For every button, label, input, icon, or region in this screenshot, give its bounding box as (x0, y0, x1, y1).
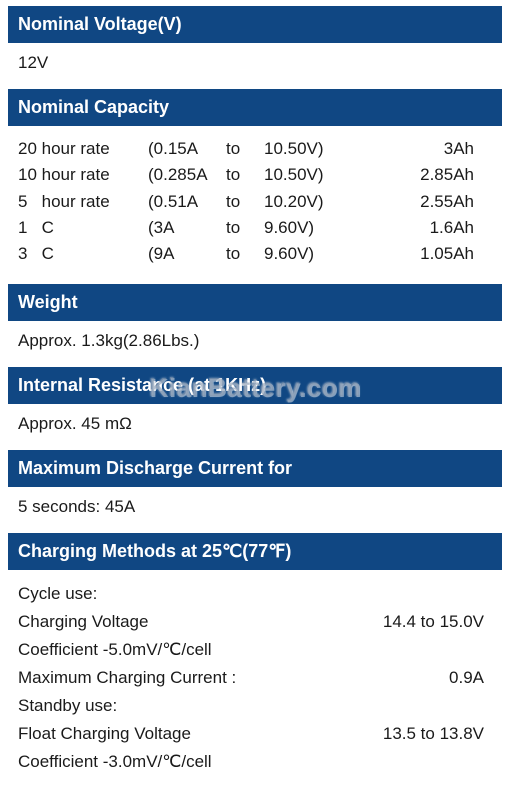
capacity-row: 10 hour rate(0.285Ato10.50V)2.85Ah (18, 162, 492, 188)
standby-value: 13.5 to 13.8V (383, 720, 492, 748)
nominal-voltage-header: Nominal Voltage(V) (8, 6, 502, 43)
capacity-to: to (226, 162, 264, 188)
capacity-current: (0.51A (148, 189, 226, 215)
capacity-rate: 20 hour rate (18, 136, 148, 162)
capacity-to: to (226, 215, 264, 241)
capacity-value: 2.55Ah (354, 189, 492, 215)
standby-label: Coefficient -3.0mV/℃/cell (18, 748, 484, 776)
capacity-voltage: 9.60V) (264, 241, 354, 267)
capacity-row: 20 hour rate(0.15Ato10.50V)3Ah (18, 136, 492, 162)
standby-row: Float Charging Voltage13.5 to 13.8V (18, 720, 492, 748)
cycle-value (484, 636, 492, 664)
capacity-row: 1 C(3Ato9.60V)1.6Ah (18, 215, 492, 241)
max-discharge-value: 5 seconds: 45A (8, 487, 502, 523)
capacity-current: (0.15A (148, 136, 226, 162)
weight-header: Weight (8, 284, 502, 321)
capacity-voltage: 10.50V) (264, 162, 354, 188)
charging-methods-body: Cycle use: Charging Voltage14.4 to 15.0V… (8, 570, 502, 782)
standby-use-label: Standby use: (18, 692, 492, 720)
cycle-use-label: Cycle use: (18, 580, 492, 608)
cycle-row: Maximum Charging Current :0.9A (18, 664, 492, 692)
standby-value (484, 748, 492, 776)
cycle-row: Charging Voltage14.4 to 15.0V (18, 608, 492, 636)
capacity-row: 5 hour rate(0.51Ato10.20V)2.55Ah (18, 189, 492, 215)
internal-resistance-header: Internal Resistance (at 1KHz) (8, 367, 502, 404)
max-discharge-header: Maximum Discharge Current for (8, 450, 502, 487)
standby-row: Coefficient -3.0mV/℃/cell (18, 748, 492, 776)
nominal-capacity-body: 20 hour rate(0.15Ato10.50V)3Ah10 hour ra… (8, 126, 502, 274)
spec-sheet: Nominal Voltage(V) 12V Nominal Capacity … (0, 0, 510, 794)
weight-value: Approx. 1.3kg(2.86Lbs.) (8, 321, 502, 357)
capacity-current: (3A (148, 215, 226, 241)
capacity-voltage: 10.20V) (264, 189, 354, 215)
capacity-to: to (226, 189, 264, 215)
capacity-current: (9A (148, 241, 226, 267)
nominal-voltage-value: 12V (8, 43, 502, 79)
capacity-rate: 1 C (18, 215, 148, 241)
capacity-value: 1.05Ah (354, 241, 492, 267)
capacity-to: to (226, 241, 264, 267)
capacity-current: (0.285A (148, 162, 226, 188)
capacity-value: 1.6Ah (354, 215, 492, 241)
cycle-label: Maximum Charging Current : (18, 664, 449, 692)
capacity-voltage: 10.50V) (264, 136, 354, 162)
cycle-value: 14.4 to 15.0V (383, 608, 492, 636)
capacity-rate: 3 C (18, 241, 148, 267)
capacity-to: to (226, 136, 264, 162)
charging-methods-header: Charging Methods at 25℃(77℉) (8, 533, 502, 570)
capacity-rate: 10 hour rate (18, 162, 148, 188)
standby-label: Float Charging Voltage (18, 720, 383, 748)
cycle-label: Charging Voltage (18, 608, 383, 636)
capacity-rate: 5 hour rate (18, 189, 148, 215)
capacity-row: 3 C(9Ato9.60V)1.05Ah (18, 241, 492, 267)
cycle-row: Coefficient -5.0mV/℃/cell (18, 636, 492, 664)
capacity-value: 3Ah (354, 136, 492, 162)
capacity-voltage: 9.60V) (264, 215, 354, 241)
capacity-value: 2.85Ah (354, 162, 492, 188)
cycle-label: Coefficient -5.0mV/℃/cell (18, 636, 484, 664)
internal-resistance-value: Approx. 45 mΩ (8, 404, 502, 440)
cycle-value: 0.9A (449, 664, 492, 692)
nominal-capacity-header: Nominal Capacity (8, 89, 502, 126)
